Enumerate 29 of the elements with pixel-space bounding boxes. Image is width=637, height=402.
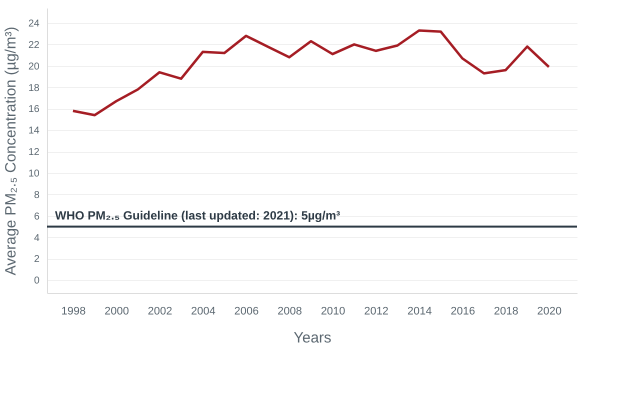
x-tick-label: 2006 <box>234 306 259 318</box>
ref-line-label: WHO PM₂.₅ Guideline (last updated: 2021): 5µg/m³ <box>55 208 340 223</box>
y-tick-label: 14 <box>28 126 40 137</box>
y-tick-label: 2 <box>34 254 40 266</box>
y-tick-label: 18 <box>28 82 40 94</box>
y-tick-label: 10 <box>28 168 40 180</box>
x-tick-label: 2010 <box>320 306 346 318</box>
y-tick-label: 4 <box>34 232 40 244</box>
y-tick-label: 24 <box>28 18 40 30</box>
y-tick-label: 8 <box>34 190 40 201</box>
y-tick-label: 12 <box>28 147 40 158</box>
x-tick-label: 2004 <box>191 306 216 318</box>
y-tick-label: 22 <box>28 40 40 51</box>
x-tick-label: 1998 <box>61 306 86 318</box>
x-tick-label: 2008 <box>278 306 302 318</box>
x-tick-label: 2018 <box>494 306 518 318</box>
y-axis-title: Average PM₂.₅ Concentration (µg/m³) <box>2 26 20 276</box>
y-tick-label: 16 <box>28 104 40 116</box>
x-tick-label: 2020 <box>537 306 562 318</box>
x-tick-label: 2014 <box>407 306 432 318</box>
x-tick-label: 2016 <box>450 306 476 318</box>
y-tick-label: 6 <box>34 211 40 222</box>
y-tick-label: 0 <box>34 276 40 287</box>
x-tick-label: 2012 <box>364 306 389 318</box>
y-tick-label: 20 <box>28 61 40 72</box>
x-tick-label: 2002 <box>148 306 172 318</box>
x-tick-label: 2000 <box>104 306 129 318</box>
x-axis-title: Years <box>294 330 332 346</box>
line-series <box>72 29 550 116</box>
